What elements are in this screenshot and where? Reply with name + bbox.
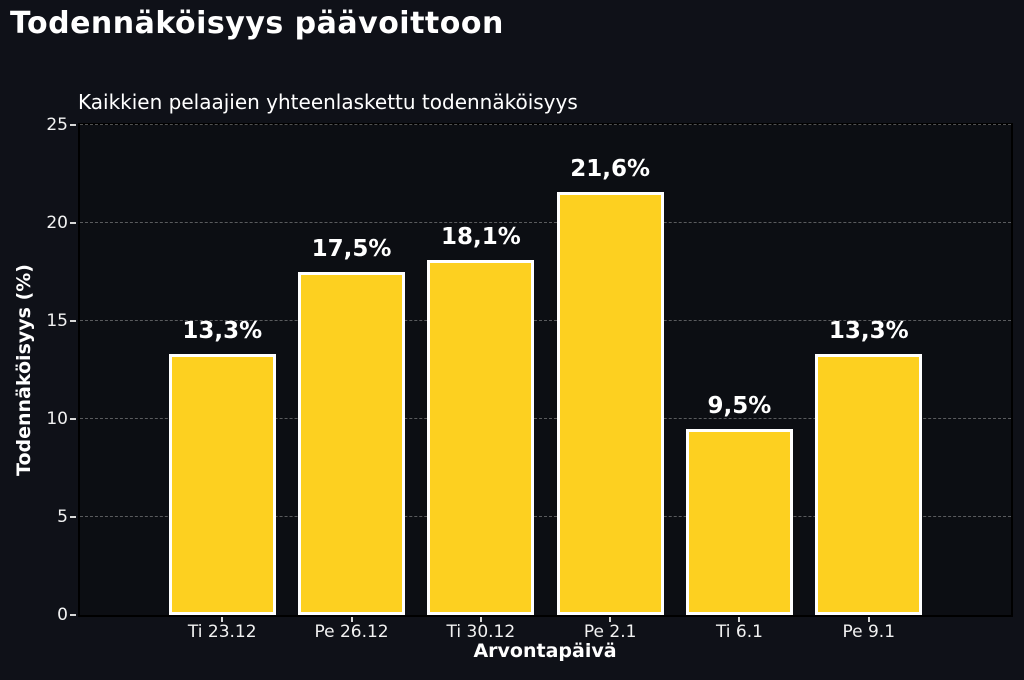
gridline-y25 bbox=[80, 124, 1011, 125]
y-tick-label: 5 bbox=[57, 507, 68, 527]
bar-value-label: 18,1% bbox=[440, 224, 521, 251]
y-tick-label: 10 bbox=[46, 409, 68, 429]
x-tick-label: Ti 30.12 bbox=[446, 622, 516, 642]
x-tick-label: Pe 2.1 bbox=[583, 622, 637, 642]
bar-value-label: 13,3% bbox=[828, 318, 909, 345]
bar-value-label: 13,3% bbox=[182, 318, 263, 345]
y-tick-mark bbox=[70, 222, 76, 224]
chart-title: Todennäköisyys päävoittoon bbox=[10, 6, 504, 41]
y-tick-mark bbox=[70, 124, 76, 126]
y-tick-label: 25 bbox=[46, 115, 68, 135]
x-tick-label: Ti 23.12 bbox=[187, 622, 257, 642]
chart-subtitle: Kaikkien pelaajien yhteenlaskettu todenn… bbox=[78, 90, 578, 114]
y-tick-mark bbox=[70, 418, 76, 420]
gridline-y5 bbox=[80, 516, 1011, 517]
bar-value-label: 17,5% bbox=[311, 236, 392, 262]
x-tick-mark bbox=[479, 617, 482, 622]
x-tick-label: Pe 26.12 bbox=[314, 622, 389, 642]
bar-Ti 6.1 bbox=[685, 428, 793, 615]
x-tick-label: Ti 6.1 bbox=[715, 622, 763, 642]
x-tick-mark bbox=[867, 617, 870, 622]
y-tick-mark bbox=[70, 516, 76, 518]
bar-Ti 23.12 bbox=[168, 354, 276, 615]
gridline-y15 bbox=[80, 320, 1011, 321]
bar-value-label: 9,5% bbox=[707, 392, 772, 419]
x-tick-label: Pe 9.1 bbox=[842, 622, 896, 642]
x-tick-mark bbox=[738, 617, 741, 622]
bar-Ti 30.12 bbox=[427, 260, 535, 615]
x-tick-mark bbox=[609, 617, 612, 622]
bar-Pe 26.12 bbox=[298, 272, 406, 615]
bar-Pe 9.1 bbox=[815, 354, 923, 615]
x-axis-title: Arvontapäivä bbox=[473, 640, 617, 662]
plot-area: 13,3% 17,5% 18,1% 21,6% 9,5% 13,3% bbox=[78, 123, 1013, 617]
x-tick-mark bbox=[221, 617, 224, 622]
y-axis-title: Todennäköisyys (%) bbox=[13, 264, 35, 476]
bar-Pe 2.1 bbox=[556, 191, 664, 615]
x-tick-mark bbox=[350, 617, 353, 622]
bar-value-label: 21,6% bbox=[570, 155, 651, 182]
gridline-y10 bbox=[80, 418, 1011, 419]
y-tick-label: 0 bbox=[57, 605, 68, 625]
gridline-y20 bbox=[80, 222, 1011, 223]
y-tick-mark bbox=[70, 614, 76, 616]
y-tick-label: 20 bbox=[46, 213, 68, 233]
y-tick-mark bbox=[70, 320, 76, 322]
y-tick-label: 15 bbox=[46, 311, 68, 331]
